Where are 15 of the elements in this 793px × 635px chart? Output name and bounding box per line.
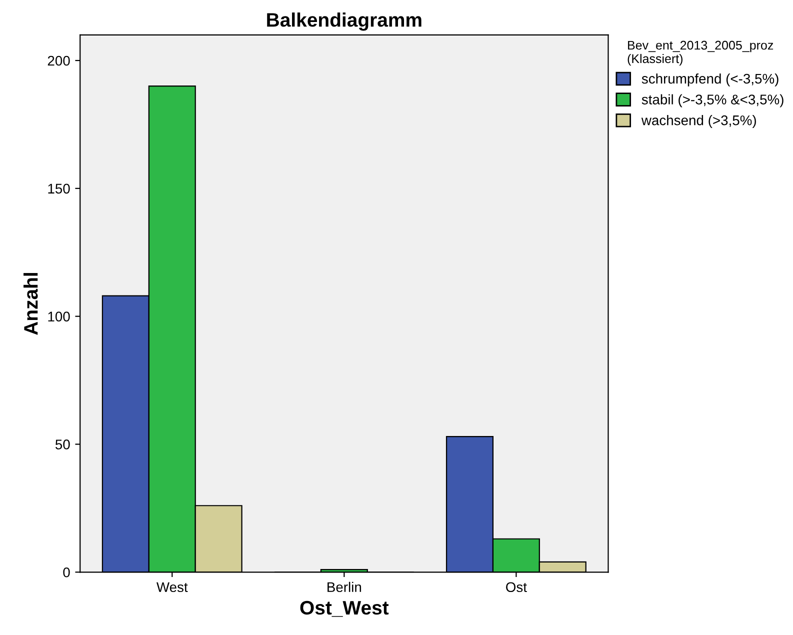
y-tick-label: 150	[48, 184, 70, 194]
y-axis-title: Anzahl	[24, 273, 38, 335]
x-tick-label: West	[156, 582, 188, 592]
legend-label: schrumpfend (<-3,5%)	[642, 73, 778, 86]
y-tick-label: 50	[55, 440, 70, 450]
x-tick-label: Berlin	[328, 582, 362, 592]
x-tick-label: Ost	[506, 582, 527, 592]
y-tick-label: 200	[48, 56, 70, 66]
legend-title: Bev_ent_2013_2005_proz (Klassiert)	[628, 40, 774, 66]
legend-label: stabil (>-3,5% &<3,5%)	[642, 94, 784, 108]
legend-label: wachsend (>3,5%)	[641, 115, 756, 128]
x-axis-title: Ost_West	[300, 600, 389, 617]
y-tick-label: 0	[63, 567, 70, 578]
chart-title: Balkendiagramm	[267, 12, 422, 31]
y-tick-label: 100	[48, 312, 70, 322]
